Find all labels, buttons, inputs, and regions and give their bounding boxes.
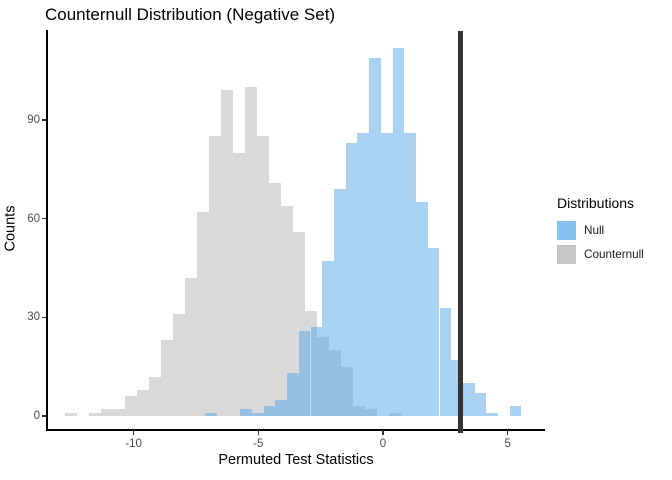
histogram-bar-counternull (244, 87, 257, 416)
histogram-bar-null (345, 143, 358, 416)
y-tick-label: 0 (33, 410, 40, 422)
histogram-bar-counternull (137, 389, 150, 416)
x-tick-mark (257, 430, 260, 435)
y-tick-label: 60 (27, 212, 40, 225)
histogram-bar-counternull (208, 136, 221, 416)
histogram-bar-null (369, 57, 381, 416)
histogram-bar-null (427, 248, 440, 416)
y-tick-mark (41, 119, 46, 121)
histogram-bar-counternull (280, 205, 293, 416)
histogram-bar-counternull (268, 182, 281, 416)
y-tick-mark (41, 217, 46, 220)
histogram-bar-counternull (173, 314, 185, 416)
histogram-bar-counternull (232, 152, 245, 416)
x-axis-line (46, 429, 545, 431)
histogram-bar-null (322, 261, 334, 416)
y-axis-line (46, 30, 48, 430)
histogram-bar-counternull (149, 376, 162, 416)
x-tick-label: -5 (253, 438, 264, 450)
x-tick-mark (382, 430, 384, 435)
histogram-bar-null (263, 406, 276, 416)
histogram-bar-null (334, 189, 346, 416)
histogram-bar-null (439, 307, 452, 416)
y-axis-title: Counts (2, 205, 19, 252)
histogram-bar-counternull (185, 277, 197, 416)
histogram-bar-counternull (125, 396, 138, 416)
histogram-bar-null (275, 399, 288, 416)
histogram-bar-counternull (220, 90, 233, 416)
x-axis-title: Permuted Test Statistics (218, 452, 374, 468)
histogram-bar-counternull (101, 409, 114, 416)
plot-title: Counternull Distribution (Negative Set) (45, 5, 336, 24)
x-tick-mark (132, 430, 135, 435)
legend-swatch-icon (557, 245, 576, 264)
histogram-bar-null (298, 330, 311, 416)
y-tick-label: 30 (27, 311, 40, 324)
histogram-bar-null (205, 412, 217, 416)
histogram-bar-null (486, 412, 499, 416)
legend-swatch-icon (557, 221, 576, 240)
y-tick-mark (41, 415, 46, 417)
histogram-bar-counternull (196, 212, 209, 416)
histogram-bar-null (462, 383, 475, 416)
x-tick-mark (506, 430, 509, 435)
legend: Distributions Null Counternull (557, 195, 644, 269)
histogram-bar-null (287, 373, 299, 416)
legend-label: Counternull (584, 248, 644, 261)
legend-item-null: Null (557, 221, 644, 240)
histogram-bar-null (240, 409, 252, 416)
plot-panel (47, 30, 545, 429)
histogram-bar-null (310, 327, 323, 416)
histogram-bar-null (451, 360, 463, 416)
histogram-bar-null (380, 133, 393, 416)
histogram-bar-null (509, 406, 522, 416)
x-tick-label: 0 (379, 438, 387, 450)
histogram-bar-null (404, 133, 416, 416)
histogram-bar-counternull (256, 136, 269, 416)
reference-vline (457, 31, 463, 433)
y-tick-mark (41, 316, 46, 319)
histogram-bar-counternull (113, 409, 126, 416)
histogram-bar-null (357, 133, 370, 416)
histogram-bar-null (474, 393, 487, 416)
histogram-bar-counternull (65, 412, 78, 416)
histogram-bar-counternull (89, 412, 102, 416)
x-tick-label: 5 (504, 438, 511, 450)
legend-item-counternull: Counternull (557, 245, 644, 264)
x-tick-label: -10 (125, 438, 142, 450)
histogram-bar-null (416, 202, 428, 416)
histogram-bar-null (251, 412, 264, 416)
legend-label: Null (584, 224, 605, 237)
y-tick-label: 90 (27, 114, 40, 126)
histogram-bar-counternull (161, 340, 173, 416)
histogram-bar-null (392, 47, 405, 416)
legend-title: Distributions (557, 195, 635, 211)
